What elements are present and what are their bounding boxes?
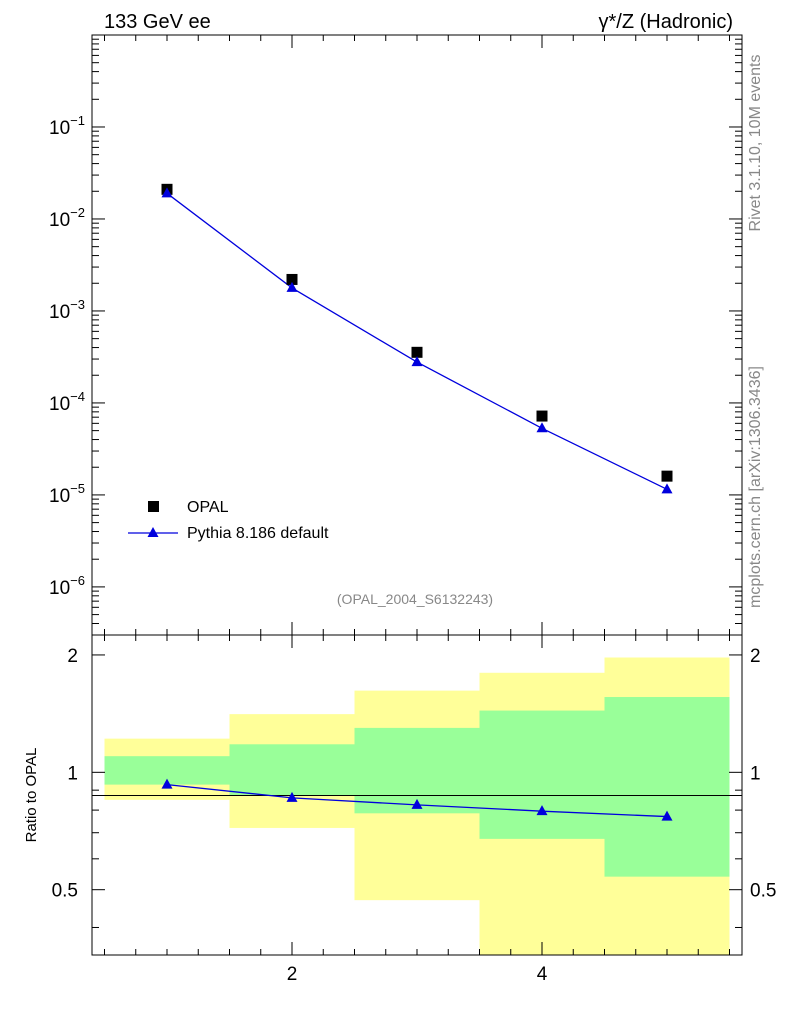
main-y-tick-labels: 10−6 10−5 10−4 10−3 10−2 10−1 — [49, 113, 85, 599]
main-frame — [91, 34, 743, 636]
ratio-y-tick-label-right: 0.5 — [750, 881, 776, 902]
legend: OPAL Pythia 8.186 default — [128, 499, 329, 542]
legend-opal-label: OPAL — [187, 499, 229, 516]
pythia-point — [161, 187, 173, 198]
ratio-point — [661, 810, 673, 821]
ratio-ticks — [92, 635, 742, 955]
y-tick-label: 10−2 — [49, 205, 85, 231]
opal-point — [411, 346, 423, 358]
inner-band — [229, 744, 355, 796]
pythia-point — [661, 483, 673, 494]
source-label: mcplots.cern.ch [arXiv:1306.3436] — [747, 366, 764, 608]
opal-point — [661, 470, 673, 482]
pythia-point — [286, 281, 298, 292]
pythia-point — [411, 356, 423, 367]
ratio-y-tick-label-right: 2 — [750, 646, 761, 667]
opal-point — [286, 273, 298, 285]
ratio-frame — [91, 634, 743, 956]
left-title: 133 GeV ee — [104, 11, 211, 33]
ratio-y-tick-label: 1 — [67, 763, 78, 784]
legend-opal-marker — [148, 501, 159, 512]
right-title: γ*/Z (Hadronic) — [599, 11, 733, 33]
ratio-y-tick-labels: 0.5 0.5 1 1 2 2 — [52, 646, 777, 902]
pythia-point — [536, 422, 548, 433]
inner-band — [604, 697, 730, 877]
ratio-y-axis-label: Ratio to OPAL — [23, 748, 40, 843]
ratio-point — [411, 798, 423, 809]
x-tick-label: 2 — [287, 964, 298, 985]
opal-point — [536, 410, 548, 422]
legend-pythia-label: Pythia 8.186 default — [187, 525, 329, 542]
y-tick-label: 10−5 — [49, 481, 85, 507]
y-tick-label: 10−4 — [49, 389, 85, 415]
ratio-point — [536, 805, 548, 816]
main-data-marks — [161, 183, 673, 494]
legend-pythia-marker — [147, 527, 159, 537]
ratio-y-tick-label: 2 — [67, 646, 78, 667]
y-tick-label: 10−6 — [49, 573, 85, 599]
main-ticks — [92, 34, 742, 636]
ratio-marks — [161, 778, 673, 821]
rivet-label: Rivet 3.1.10, 10M events — [747, 55, 764, 232]
x-tick-label: 4 — [537, 964, 548, 985]
ratio-y-tick-label: 0.5 — [52, 881, 78, 902]
y-tick-label: 10−3 — [49, 297, 85, 323]
analysis-id: (OPAL_2004_S6132243) — [337, 591, 493, 607]
pythia-line — [166, 192, 668, 490]
y-tick-label: 10−1 — [49, 113, 85, 139]
ratio-point — [286, 791, 298, 802]
ratio-point — [161, 778, 173, 789]
ratio-y-tick-label-right: 1 — [750, 763, 761, 784]
inner-band — [479, 710, 605, 839]
